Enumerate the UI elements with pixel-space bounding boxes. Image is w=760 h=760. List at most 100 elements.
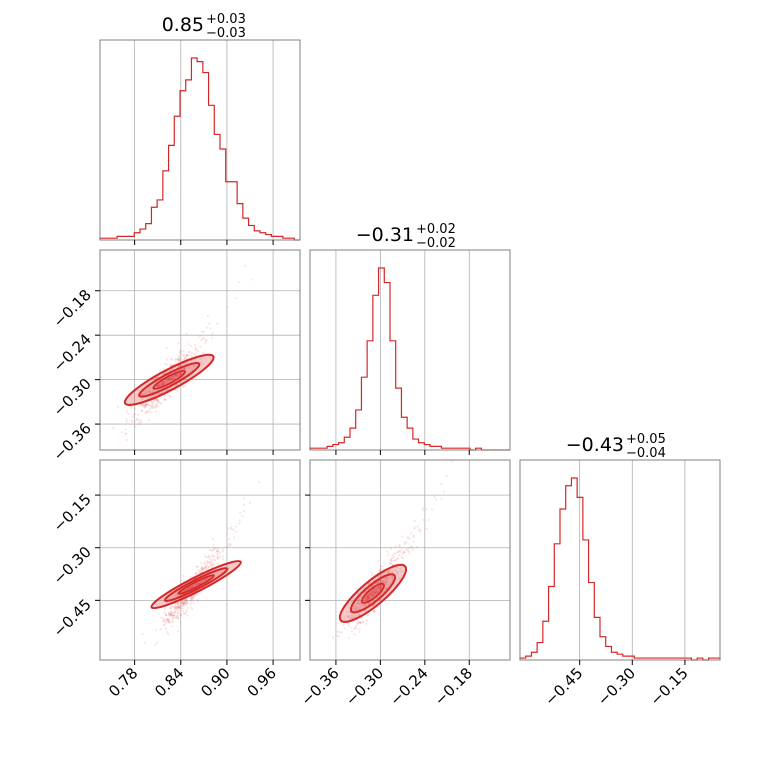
sample-point	[174, 384, 177, 387]
sample-point	[364, 598, 368, 601]
sample-point	[169, 375, 172, 379]
sample-point	[380, 580, 383, 583]
title-plus: +0.03	[206, 12, 246, 27]
sample-point	[347, 615, 350, 618]
sample-point	[161, 382, 164, 386]
sample-point	[206, 561, 210, 564]
sample-point	[179, 613, 182, 617]
sample-point	[177, 601, 180, 605]
sample-point	[235, 297, 238, 300]
sample-point	[186, 606, 189, 610]
sample-point	[195, 347, 198, 350]
sample-point	[147, 418, 151, 422]
sample-point	[358, 630, 361, 633]
sample-point	[172, 377, 175, 380]
sample-point	[190, 596, 193, 600]
sample-point	[390, 559, 393, 562]
y-tick-label: −0.36	[50, 419, 95, 464]
sample-point	[209, 563, 212, 566]
sample-point	[134, 407, 137, 411]
sample-point	[162, 619, 165, 622]
sample-point	[210, 562, 213, 566]
sample-point	[351, 607, 354, 611]
sample-point	[201, 567, 204, 571]
x-tick-label: 0.96	[244, 664, 280, 700]
sample-point	[191, 586, 194, 589]
sample-point	[354, 609, 358, 612]
sample-point	[375, 582, 379, 585]
sample-point	[343, 616, 346, 619]
sample-point	[127, 413, 130, 416]
sample-point	[147, 386, 150, 390]
sample-point	[376, 581, 379, 585]
sample-point	[163, 607, 166, 610]
sample-point	[164, 627, 168, 630]
sample-point	[183, 601, 186, 604]
sample-point	[384, 587, 388, 591]
sample-point	[394, 569, 397, 572]
sample-point	[182, 602, 185, 606]
sample-point	[187, 587, 190, 590]
sample-point	[376, 586, 379, 589]
sample-point	[177, 617, 180, 620]
sample-point	[151, 406, 154, 409]
sample-point	[169, 614, 172, 617]
sample-point	[182, 367, 185, 371]
scatter-area	[141, 481, 261, 646]
sample-point	[177, 601, 180, 605]
sample-point	[229, 544, 232, 547]
sample-point	[368, 601, 371, 605]
sample-point	[440, 483, 443, 486]
sample-point	[210, 548, 213, 552]
sample-point	[373, 591, 377, 594]
sample-point	[179, 373, 182, 376]
sample-point	[141, 632, 144, 635]
sample-point	[130, 407, 133, 410]
sample-point	[190, 595, 193, 598]
sample-point	[140, 398, 143, 401]
sample-point	[200, 570, 203, 573]
sample-point	[198, 335, 201, 338]
x-tick-label: 0.90	[197, 664, 233, 700]
sample-point	[203, 562, 206, 566]
sample-point	[141, 409, 144, 413]
sample-point	[185, 332, 188, 335]
sample-point	[183, 612, 186, 615]
hist-panel-0-bg	[100, 40, 300, 240]
sample-point	[155, 406, 158, 409]
sample-point	[144, 411, 147, 414]
sample-point	[336, 630, 339, 633]
sample-point	[412, 534, 415, 537]
sample-point	[184, 600, 187, 604]
sample-point	[155, 398, 158, 402]
sample-point	[160, 383, 163, 386]
sample-point	[151, 390, 155, 394]
sample-point	[154, 404, 157, 408]
sample-point	[163, 622, 166, 626]
title-minus: −0.04	[626, 446, 666, 461]
sample-point	[185, 601, 188, 604]
sample-point	[196, 582, 199, 585]
sample-point	[150, 400, 153, 403]
sample-point	[191, 607, 194, 610]
sample-point	[186, 354, 189, 357]
sample-point	[169, 613, 173, 616]
sample-point	[174, 604, 178, 607]
sample-point	[386, 570, 390, 573]
sample-point	[183, 367, 187, 370]
sample-point	[225, 545, 228, 548]
sample-point	[124, 428, 127, 431]
sample-point	[372, 594, 376, 597]
x-tick-label: −0.15	[647, 664, 692, 709]
sample-point	[156, 392, 160, 395]
sample-point	[367, 592, 370, 595]
sample-point	[216, 550, 220, 553]
sample-point	[157, 384, 160, 388]
scatter-panel-2-bg	[310, 460, 510, 660]
sample-point	[130, 405, 133, 409]
sample-point	[238, 519, 241, 522]
sample-point	[162, 382, 166, 385]
sample-point	[120, 431, 123, 434]
